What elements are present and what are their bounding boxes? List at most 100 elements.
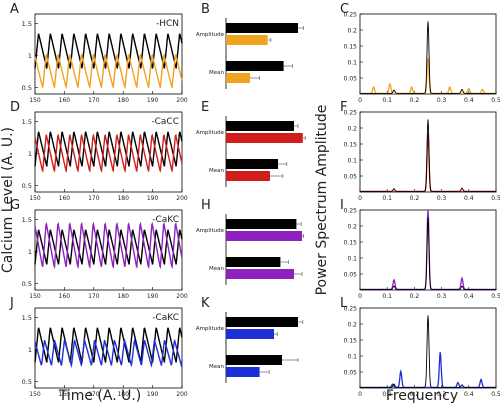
spectrum-line-modified [360, 352, 496, 389]
bar-amplitude-modified [226, 231, 302, 241]
spectrum-line-control [360, 21, 496, 94]
condition-annotation: -HCN [156, 19, 179, 29]
category-label: Amplitude [196, 130, 225, 136]
panel-H: H Amplitude Mean [196, 198, 304, 285]
category-label: Amplitude [196, 32, 225, 38]
panel-letter-B: B [201, 2, 210, 17]
panel-letter-C: C [340, 2, 349, 17]
x-tick-label: 150 [29, 391, 41, 398]
x-tick-label: 170 [88, 391, 100, 398]
x-tick-label: 0.4 [464, 195, 474, 202]
y-tick-label: 0.25 [344, 110, 358, 117]
panel-J: J 150 160 170 180 190 200 0.5 1 1.5 -CaKC [9, 296, 188, 398]
panel-letter-F: F [340, 100, 347, 115]
series-line-modified [34, 53, 183, 90]
panel-letter-E: E [201, 100, 209, 115]
plot-frame [34, 13, 183, 95]
x-tick-label: 0.3 [437, 293, 447, 300]
x-tick-label: 170 [88, 293, 100, 300]
bar-mean-modified [226, 73, 250, 83]
y-tick-label: 0.5 [22, 84, 32, 92]
y-tick-label: 0.05 [344, 272, 358, 279]
y-tick-label: 0.2 [347, 322, 357, 329]
series-line-control [34, 327, 183, 363]
left-y-axis-label: Calcium Level (A. U.) [0, 127, 16, 273]
bar-mean-modified [226, 367, 260, 377]
panel-letter-I: I [340, 198, 344, 213]
panel-B: B Amplitude Mean [196, 2, 304, 89]
spectrum-line-modified [360, 133, 496, 193]
category-label: Mean [209, 168, 224, 174]
panel-A: A 150 160 170 180 190 200 0.5 1 1.5 -HCN [10, 2, 188, 104]
category-label: Mean [209, 70, 224, 76]
y-tick-label: 1.5 [22, 314, 32, 322]
y-tick-label: 0.1 [347, 354, 357, 361]
x-tick-label: 0.4 [464, 293, 474, 300]
x-tick-label: 0.2 [410, 391, 420, 398]
x-tick-label: 190 [147, 391, 159, 398]
bar-amplitude-control [226, 317, 298, 327]
panel-E: E Amplitude Mean [196, 100, 306, 187]
x-tick-label: 180 [117, 97, 129, 104]
y-tick-label: 0.15 [344, 44, 358, 51]
y-tick-label: 0.5 [22, 378, 32, 386]
series-line-modified [34, 133, 183, 173]
category-label: Mean [209, 364, 224, 370]
x-tick-label: 0.4 [464, 391, 474, 398]
panel-letter-D: D [10, 100, 20, 115]
y-tick-label: 0.15 [344, 240, 358, 247]
x-tick-label: 160 [59, 195, 71, 202]
bar-amplitude-modified [226, 133, 303, 143]
y-tick-label: 0.1 [347, 158, 357, 165]
x-tick-label: 0.3 [437, 195, 447, 202]
x-tick-label: 200 [176, 97, 188, 104]
x-tick-label: 160 [59, 391, 71, 398]
y-tick-label: 0.5 [22, 280, 32, 288]
series-line-modified [34, 337, 183, 368]
x-tick-label: 0.5 [491, 293, 500, 300]
panel-letter-H: H [201, 198, 211, 213]
category-label: Mean [209, 266, 224, 272]
plot-frame [34, 111, 183, 193]
category-label: Amplitude [196, 228, 225, 234]
y-tick-label: 0.25 [344, 306, 358, 313]
plot-frame [34, 307, 183, 389]
y-tick-label: 0.1 [347, 60, 357, 67]
bar-mean-modified [226, 171, 270, 181]
x-tick-label: 0.1 [382, 97, 392, 104]
x-tick-label: 0.2 [410, 195, 420, 202]
panel-L: L 0 0.1 0.2 0.3 0.4 0.5 0.05 0.1 0.15 0.2 0.25 [340, 296, 500, 398]
y-tick-label: 1.5 [22, 118, 32, 126]
panel-C: C 0 0.1 0.2 0.3 0.4 0.5 0.05 0.1 0.15 0.2 0.25 [340, 2, 500, 104]
x-tick-label: 190 [147, 195, 159, 202]
bar-amplitude-control [226, 219, 297, 229]
plot-frame [359, 13, 497, 95]
bar-amplitude-modified [226, 329, 274, 339]
series-line-control [34, 131, 183, 167]
x-tick-label: 170 [88, 97, 100, 104]
x-tick-label: 0.1 [382, 195, 392, 202]
x-tick-label: 200 [176, 293, 188, 300]
condition-annotation: -CaKC [152, 215, 179, 225]
y-tick-label: 1 [28, 346, 32, 354]
bar-mean-modified [226, 269, 294, 279]
panel-letter-K: K [201, 296, 210, 311]
spectrum-line-control [360, 217, 496, 290]
spectrum-line-modified [360, 58, 496, 95]
x-tick-label: 160 [59, 97, 71, 104]
bar-amplitude-control [226, 23, 298, 33]
spectrum-line-control [360, 315, 496, 388]
x-tick-label: 0.1 [382, 293, 392, 300]
y-tick-label: 0.2 [347, 224, 357, 231]
panel-K: K Amplitude Mean [196, 296, 304, 383]
y-tick-label: 1.5 [22, 216, 32, 224]
plot-frame [359, 111, 497, 193]
panel-F: F 0 0.1 0.2 0.3 0.4 0.5 0.05 0.1 0.15 0.2 0.25 [340, 100, 500, 202]
y-tick-label: 0.05 [344, 174, 358, 181]
panel-letter-A: A [10, 2, 19, 17]
y-tick-label: 1 [28, 52, 32, 60]
series-line-control [34, 229, 183, 265]
panel-G: G 150 160 170 180 190 200 0.5 1 1.5 -CaKC [10, 198, 188, 300]
x-tick-label: 150 [29, 195, 41, 202]
